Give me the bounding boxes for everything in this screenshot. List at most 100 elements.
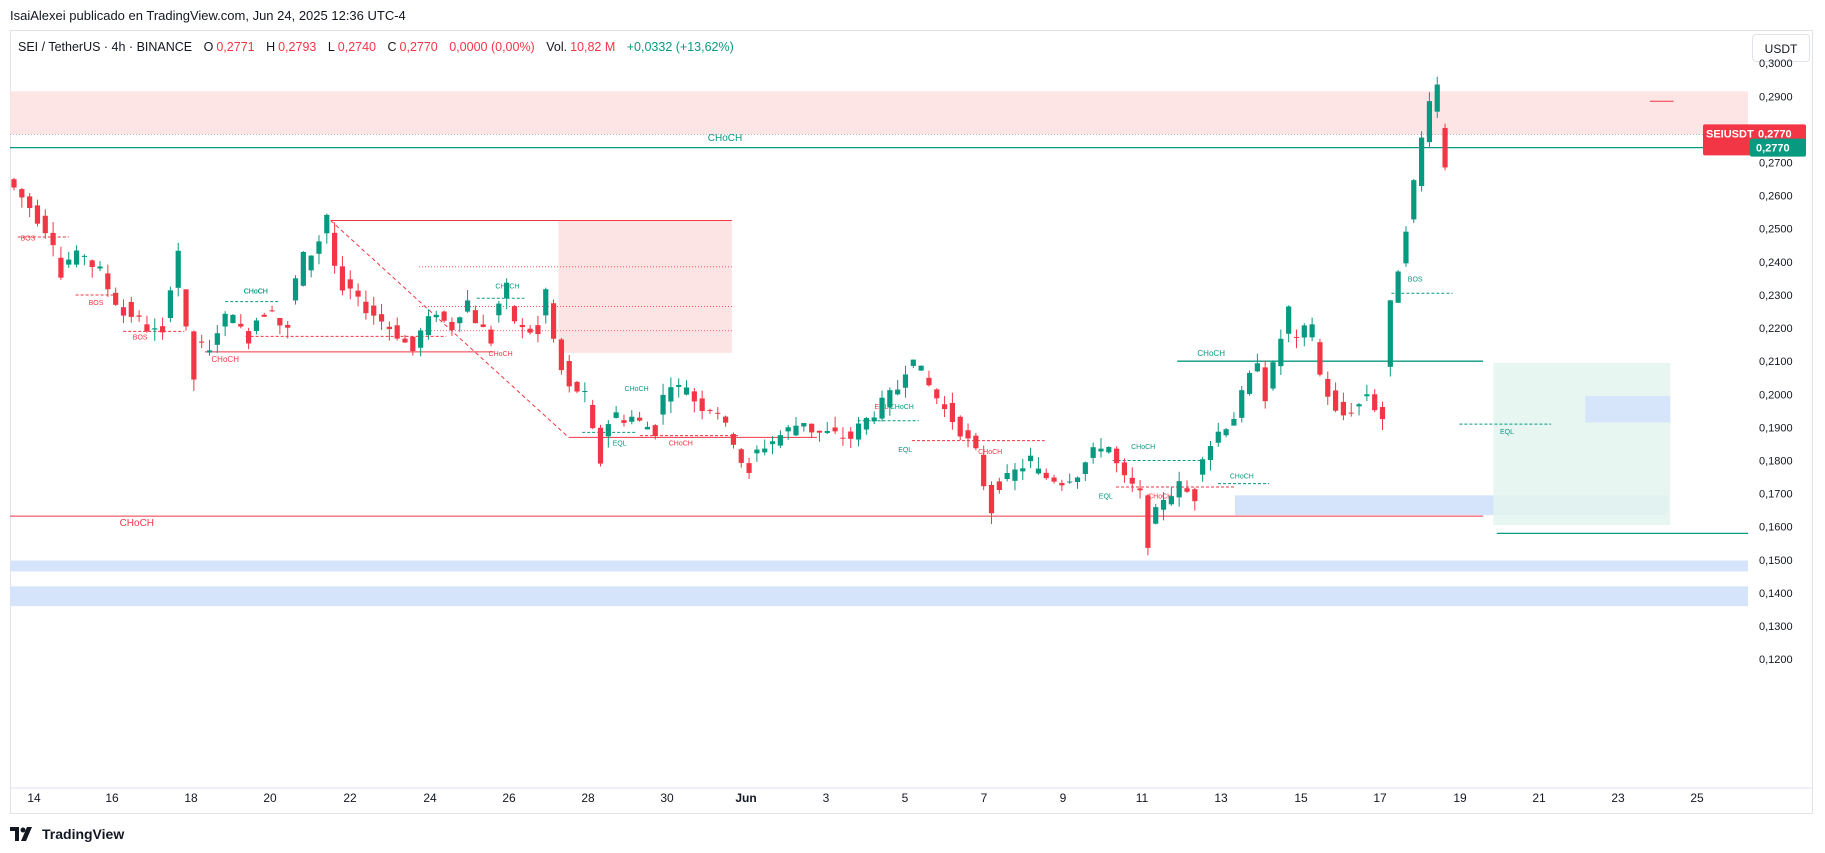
candle-body [762, 448, 768, 453]
candle-body [746, 463, 752, 473]
annotation-eql: EQL [613, 441, 627, 448]
annotation-choch: CHoCH [890, 404, 914, 411]
candle-body [1356, 404, 1362, 407]
supply-zone-mid [558, 220, 732, 353]
candle-body [292, 278, 299, 301]
candle-body [175, 250, 181, 288]
x-tick-label: Jun [735, 791, 756, 805]
candle-body [269, 310, 275, 312]
x-tick-label: 20 [263, 791, 277, 805]
candle-body [996, 481, 1002, 490]
candle-body [558, 339, 564, 371]
x-tick-label: 14 [27, 791, 41, 805]
demand-zone-2 [10, 586, 1748, 607]
symbol-name[interactable]: SEI / TetherUS · 4h · BINANCE [18, 40, 193, 54]
candle-body [19, 189, 25, 198]
candle-body [136, 315, 142, 317]
candle-body [629, 416, 635, 422]
candle-body [488, 329, 494, 344]
candle-body [754, 449, 760, 454]
annotation-bos: BOS [133, 335, 148, 342]
candle-body [394, 325, 400, 339]
x-tick-label: 13 [1214, 791, 1228, 805]
candle-body [543, 289, 549, 316]
candle-body [1184, 488, 1190, 492]
brand-footer[interactable]: TradingView [10, 826, 124, 842]
candle-body [887, 390, 893, 408]
candle-body [496, 303, 502, 316]
candle-body [27, 196, 33, 209]
candle-body [1074, 477, 1081, 483]
publisher-line: IsaiAlexei publicado en TradingView.com,… [10, 8, 406, 23]
x-tick-label: 5 [902, 791, 909, 805]
candle-body [1137, 488, 1143, 491]
candle-body [324, 214, 330, 234]
candle-body [1067, 481, 1073, 483]
candle-body [355, 290, 361, 297]
candle-body [222, 313, 228, 327]
candle-body [816, 430, 823, 433]
y-tick-label: 0,1700 [1759, 489, 1793, 501]
candle-body [50, 232, 56, 246]
candle-body [934, 389, 940, 399]
candle-body [183, 289, 189, 327]
candle-body [11, 179, 17, 188]
candle-body [738, 449, 744, 463]
volume-change-value: +0,0332 (+13,62%) [626, 40, 734, 54]
y-tick-label: 0,2500 [1759, 224, 1793, 236]
candle-body [316, 241, 322, 254]
x-tick-label: 15 [1294, 791, 1308, 805]
candle-body [566, 361, 572, 387]
candle-body [1090, 447, 1096, 458]
candle-body [621, 420, 627, 423]
candle-body [1403, 231, 1409, 264]
annotation-bos: BOS [1408, 277, 1423, 284]
y-tick-label: 0,1800 [1759, 456, 1793, 468]
brand-name: TradingView [42, 826, 125, 842]
x-tick-label: 24 [423, 791, 437, 805]
ask-price-value: 0,2770 [1756, 143, 1790, 155]
low-label: L [327, 40, 335, 54]
candle-body [144, 324, 150, 332]
y-tick-label: 0,2400 [1759, 257, 1793, 269]
candle-body [1434, 84, 1440, 112]
candle-body [574, 381, 580, 392]
demand-zone-1 [10, 560, 1748, 572]
x-tick-label: 21 [1532, 791, 1546, 805]
y-tick-label: 0,2200 [1759, 323, 1793, 335]
annotation-choch: CHoCH [625, 386, 649, 393]
candle-body [253, 320, 260, 331]
candle-body [683, 387, 690, 395]
candle-body [402, 338, 408, 343]
candle-body [120, 307, 127, 316]
candle-body [965, 430, 971, 439]
choch-label-june: CHoCH [1197, 349, 1225, 358]
x-tick-label: 3 [823, 791, 830, 805]
y-tick-label: 0,1400 [1759, 588, 1793, 600]
candle-body [1200, 459, 1206, 475]
candle-body [1372, 394, 1378, 411]
candle-body [723, 416, 729, 423]
candle-body [504, 282, 510, 299]
candle-body [1215, 431, 1221, 443]
x-tick-label: 11 [1136, 791, 1149, 805]
y-tick-label: 0,2600 [1759, 191, 1793, 203]
x-tick-label: 28 [581, 791, 595, 805]
x-tick-label: 17 [1373, 791, 1387, 805]
x-tick-label: 7 [981, 791, 988, 805]
currency-button[interactable]: USDT [1752, 34, 1810, 62]
candle-body [206, 350, 213, 353]
candle-body [363, 301, 369, 314]
candle-body [613, 412, 619, 418]
candle-body [238, 323, 244, 327]
x-tick-label: 22 [343, 791, 357, 805]
open-value: 0,2771 [216, 40, 255, 54]
candle-body [1106, 447, 1112, 453]
candle-body [378, 314, 385, 322]
candle-body [707, 410, 713, 412]
candle-body [113, 292, 119, 305]
annotation-choch: CHoCH [244, 288, 268, 295]
candle-body [699, 398, 705, 412]
candle-body [1082, 462, 1088, 475]
